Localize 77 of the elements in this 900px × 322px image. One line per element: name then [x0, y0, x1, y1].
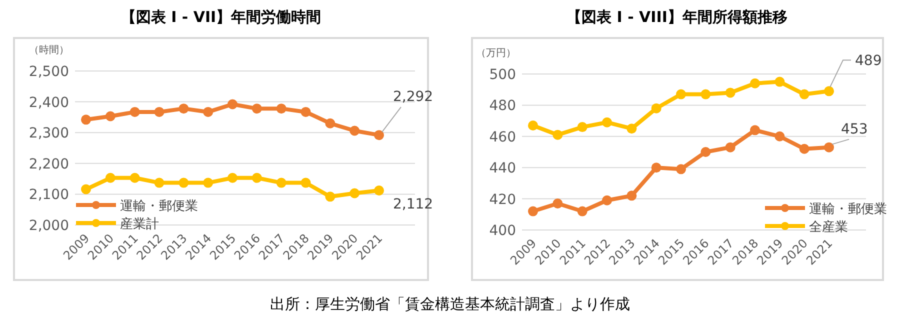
point — [651, 103, 662, 114]
point — [750, 125, 760, 136]
y-tick-label: 500 — [489, 67, 516, 83]
chart-title: 【図表 I - VIII】年間所得額推移 — [566, 8, 788, 26]
y-tick-label: 2,400 — [28, 94, 69, 111]
point — [178, 178, 189, 188]
text: 出所：厚生労働省「賃金構造基本統計調査」より作成 — [270, 295, 630, 313]
legend-label: 産業計 — [120, 216, 159, 232]
point — [130, 172, 140, 183]
point — [178, 104, 189, 114]
y-tick-label: 2,300 — [28, 126, 69, 142]
point — [700, 147, 711, 157]
point — [577, 206, 588, 216]
chart-title: 【図表 I - VII】年間労働時間 — [120, 8, 322, 26]
point — [602, 117, 612, 128]
point — [552, 198, 563, 208]
y-tick-label: 2,000 — [28, 218, 69, 234]
point — [300, 106, 311, 117]
point — [824, 86, 834, 96]
point — [228, 172, 238, 183]
point — [528, 120, 538, 130]
point — [774, 76, 785, 87]
point — [154, 178, 164, 188]
point — [276, 104, 286, 114]
point — [374, 186, 384, 196]
point — [700, 89, 711, 100]
point — [528, 206, 538, 216]
point — [105, 172, 116, 183]
y-tick-label: 420 — [489, 192, 516, 208]
y-tick-label: 2,500 — [28, 64, 69, 80]
y-tick-label: 480 — [489, 98, 516, 114]
point — [725, 88, 736, 98]
legend-label: 運輸・郵便業 — [120, 199, 198, 214]
y-tick-label: 400 — [489, 223, 516, 239]
point — [552, 130, 563, 140]
point — [626, 190, 637, 201]
point — [350, 188, 360, 198]
point — [725, 142, 736, 152]
point — [676, 164, 686, 174]
annotation: 453 — [841, 121, 868, 138]
point — [350, 126, 360, 136]
point — [750, 78, 760, 88]
point — [105, 111, 116, 122]
point — [602, 195, 612, 206]
y-tick-label: 440 — [489, 160, 516, 177]
annotation: 2,112 — [393, 196, 434, 213]
legend-label: 運輸・郵便業 — [809, 202, 887, 217]
point — [799, 144, 810, 154]
point — [154, 106, 164, 117]
y-axis-title: （時間） — [29, 44, 69, 56]
legend-label: 全産業 — [809, 219, 848, 235]
point — [626, 124, 637, 134]
point — [676, 89, 686, 100]
y-tick-label: 460 — [489, 129, 516, 146]
y-tick-label: 2,200 — [28, 156, 69, 172]
point — [577, 122, 588, 132]
annotation: 2,292 — [393, 89, 434, 106]
point — [252, 104, 262, 114]
point — [374, 130, 384, 140]
point — [774, 131, 785, 142]
point — [81, 184, 91, 194]
y-axis-title: （万円） — [476, 48, 516, 59]
point — [799, 89, 810, 100]
y-tick-label: 2,100 — [28, 187, 69, 204]
point — [325, 118, 336, 128]
point — [651, 162, 662, 173]
point — [203, 178, 214, 188]
point — [276, 178, 286, 188]
point — [252, 172, 262, 183]
point — [325, 192, 336, 202]
point — [130, 106, 140, 117]
annotation: 489 — [855, 53, 882, 70]
point — [203, 106, 214, 117]
point — [81, 114, 91, 125]
point — [824, 142, 834, 152]
point — [228, 99, 238, 110]
point — [300, 178, 311, 188]
